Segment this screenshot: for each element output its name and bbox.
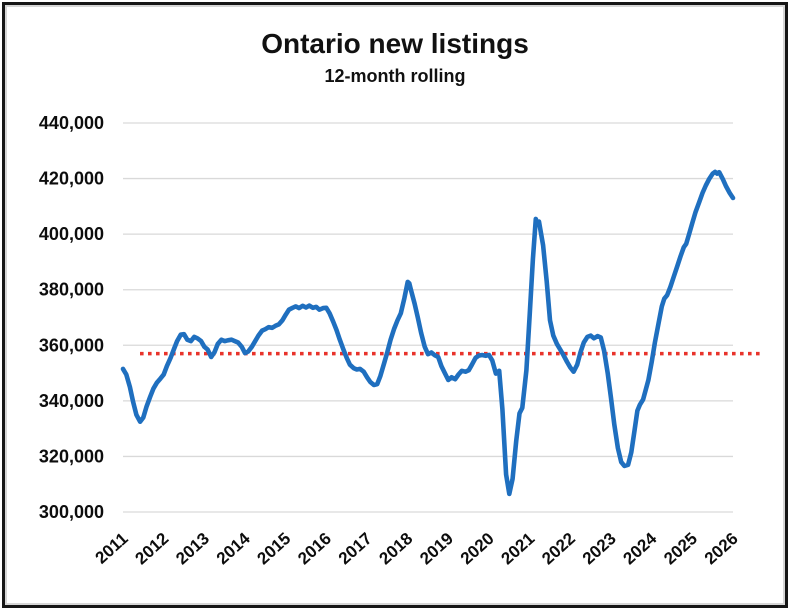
x-tick-label: 2023 (579, 529, 620, 568)
y-tick-label: 300,000 (39, 502, 104, 522)
x-tick-label: 2018 (376, 529, 417, 568)
x-tick-label: 2015 (254, 529, 295, 568)
x-tick-label: 2019 (416, 529, 457, 568)
x-tick-label: 2025 (660, 529, 701, 568)
x-tick-label: 2024 (620, 528, 661, 568)
data-series-line (120, 169, 736, 497)
x-tick-label: 2016 (294, 529, 335, 568)
y-tick-label: 340,000 (39, 391, 104, 411)
x-tick-label: 2012 (132, 529, 173, 568)
chart-title: Ontario new listings (261, 28, 529, 59)
y-tick-label: 400,000 (39, 224, 104, 244)
x-tick-label: 2021 (498, 529, 539, 568)
x-tick-label: 2013 (172, 529, 213, 568)
y-tick-label: 320,000 (39, 446, 104, 466)
y-tick-label: 420,000 (39, 169, 104, 189)
y-tick-label: 380,000 (39, 280, 104, 300)
x-tick-label: 2026 (701, 529, 742, 568)
x-tick-label: 2020 (457, 529, 498, 568)
x-tick-label: 2011 (92, 529, 132, 568)
x-tick-label: 2014 (213, 528, 254, 568)
x-tick-label: 2017 (335, 529, 376, 568)
y-tick-label: 440,000 (39, 113, 104, 133)
y-tick-label: 360,000 (39, 335, 104, 355)
chart-subtitle: 12-month rolling (324, 66, 466, 86)
x-tick-label: 2022 (538, 529, 579, 568)
